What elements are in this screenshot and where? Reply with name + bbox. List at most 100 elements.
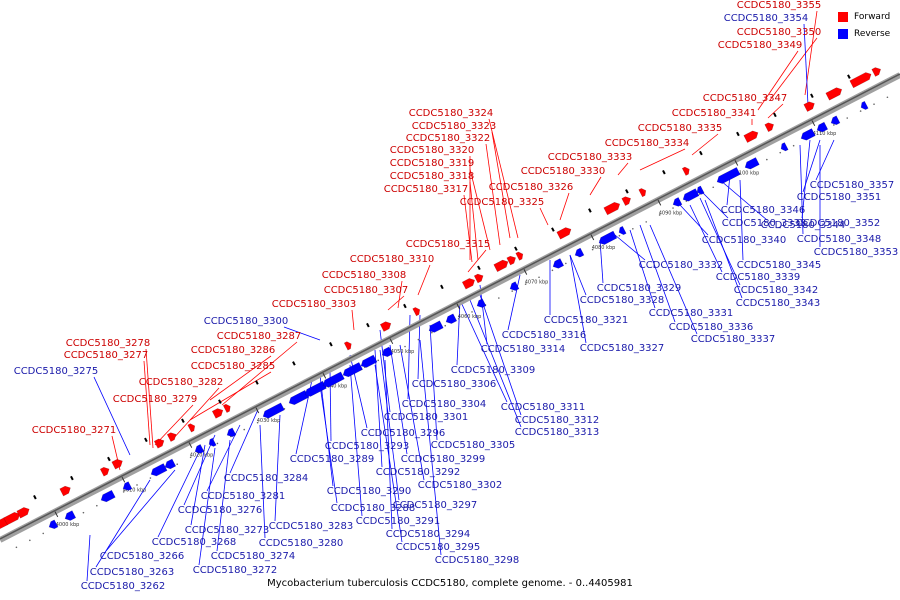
reverse-connector (389, 344, 408, 455)
reverse-connector (469, 299, 522, 428)
reverse-gene-label: CCDC5180_3351 (797, 192, 882, 203)
reverse-connector (614, 234, 646, 261)
forward-gene-label: CCDC5180_3322 (406, 133, 491, 144)
reverse-gene-label: CCDC5180_3295 (396, 542, 481, 553)
forward-gene (59, 485, 71, 497)
forward-gene-label: CCDC5180_3350 (737, 27, 822, 38)
forward-gene (803, 101, 815, 112)
forward-gene (461, 278, 476, 290)
reverse-gene-label: CCDC5180_3327 (580, 343, 665, 354)
reverse-connector (629, 229, 656, 309)
forward-gene (166, 432, 177, 442)
forward-connector (143, 360, 151, 446)
forward-gene-label: CCDC5180_3279 (113, 394, 198, 405)
tick-mark (657, 199, 662, 206)
forward-gene (343, 341, 352, 351)
feature-marker (403, 303, 407, 309)
minor-tick (404, 345, 406, 348)
minor-tick (565, 262, 567, 265)
reverse-gene-label: CCDC5180_3296 (361, 428, 446, 439)
legend-swatch-reverse (838, 28, 848, 39)
reverse-connector (704, 199, 743, 299)
reverse-gene (322, 371, 345, 388)
reverse-connector (259, 424, 266, 539)
reverse-gene-label: CCDC5180_3291 (356, 516, 441, 527)
reverse-gene-label: CCDC5180_3354 (724, 13, 809, 24)
feature-marker (292, 361, 296, 366)
reverse-gene-label: CCDC5180_3293 (325, 441, 410, 452)
forward-connector (769, 37, 818, 101)
reverse-gene (509, 281, 520, 291)
forward-gene-label: CCDC5180_3310 (350, 254, 435, 265)
forward-gene-label: CCDC5180_3271 (32, 425, 117, 436)
reverse-gene-label: CCDC5180_3272 (193, 565, 278, 576)
reverse-gene-label: CCDC5180_3332 (639, 260, 724, 271)
reverse-gene-label: CCDC5180_3311 (501, 402, 586, 413)
feature-marker (181, 418, 185, 423)
forward-gene-label: CCDC5180_3303 (272, 299, 357, 310)
feature-marker (588, 208, 592, 213)
forward-connector (469, 181, 479, 261)
reverse-connector (649, 224, 698, 335)
forward-connector (485, 143, 501, 246)
forward-gene-label: CCDC5180_3347 (703, 93, 788, 104)
reverse-gene (744, 157, 760, 170)
forward-gene-label: CCDC5180_3323 (412, 121, 497, 132)
forward-connector (171, 387, 220, 441)
reverse-gene-label: CCDC5180_3268 (152, 537, 237, 548)
reverse-gene-label: CCDC5180_3298 (435, 555, 520, 566)
reverse-connector (689, 204, 723, 273)
minor-tick (873, 103, 875, 105)
tick-mark (590, 234, 595, 241)
forward-connector (189, 371, 272, 421)
reverse-gene (618, 225, 627, 235)
forward-gene (211, 408, 224, 419)
forward-connector (351, 309, 355, 331)
reverse-connector (95, 479, 151, 568)
gene-features (0, 67, 881, 532)
forward-gene-label: CCDC5180_3330 (521, 166, 606, 177)
reverse-connector (799, 144, 804, 235)
reverse-gene (445, 313, 458, 324)
minor-tick (136, 484, 138, 486)
forward-gene-label: CCDC5180_3318 (390, 171, 475, 182)
genome-caption: Mycobacterium tuberculosis CCDC5180, com… (267, 578, 633, 589)
forward-connector (767, 103, 784, 119)
reverse-connector (815, 139, 835, 181)
tick-label: 4080 kbp (592, 245, 616, 251)
minor-tick (551, 269, 554, 272)
reverse-gene (208, 437, 217, 447)
reverse-gene-label: CCDC5180_3294 (386, 529, 471, 540)
reverse-connector (379, 349, 400, 501)
forward-connector (221, 341, 298, 406)
feature-marker (736, 131, 740, 137)
minor-tick (618, 234, 621, 237)
reverse-connector (183, 434, 216, 506)
feature-marker (699, 150, 703, 156)
backbone-edge (0, 73, 900, 540)
reverse-gene-label: CCDC5180_3284 (224, 473, 309, 484)
reverse-gene-label: CCDC5180_3283 (269, 521, 354, 532)
forward-gene-label: CCDC5180_3341 (672, 108, 757, 119)
reverse-gene (428, 320, 444, 333)
reverse-gene-label: CCDC5180_3312 (515, 415, 600, 426)
reverse-gene-label: CCDC5180_3292 (376, 467, 461, 478)
reverse-connector (419, 339, 442, 556)
legend-label-reverse: Reverse (854, 28, 891, 39)
minor-tick (792, 144, 795, 147)
reverse-connector (739, 179, 744, 261)
forward-gene (681, 166, 690, 176)
reverse-gene (381, 346, 394, 357)
reverse-gene-label: CCDC5180_3275 (14, 366, 99, 377)
feature-marker (255, 380, 259, 385)
reverse-connector (639, 224, 676, 323)
reverse-gene-label: CCDC5180_3321 (544, 315, 629, 326)
forward-gene-label: CCDC5180_3307 (324, 285, 409, 296)
reverse-gene-label: CCDC5180_3316 (502, 330, 587, 341)
forward-gene (473, 273, 484, 284)
reverse-gene-label: CCDC5180_3301 (384, 412, 469, 423)
reverse-gene-label: CCDC5180_3339 (716, 272, 801, 283)
minor-tick (216, 442, 219, 445)
tick-label: 4030 kbp (257, 418, 281, 424)
reverse-gene (830, 115, 841, 125)
